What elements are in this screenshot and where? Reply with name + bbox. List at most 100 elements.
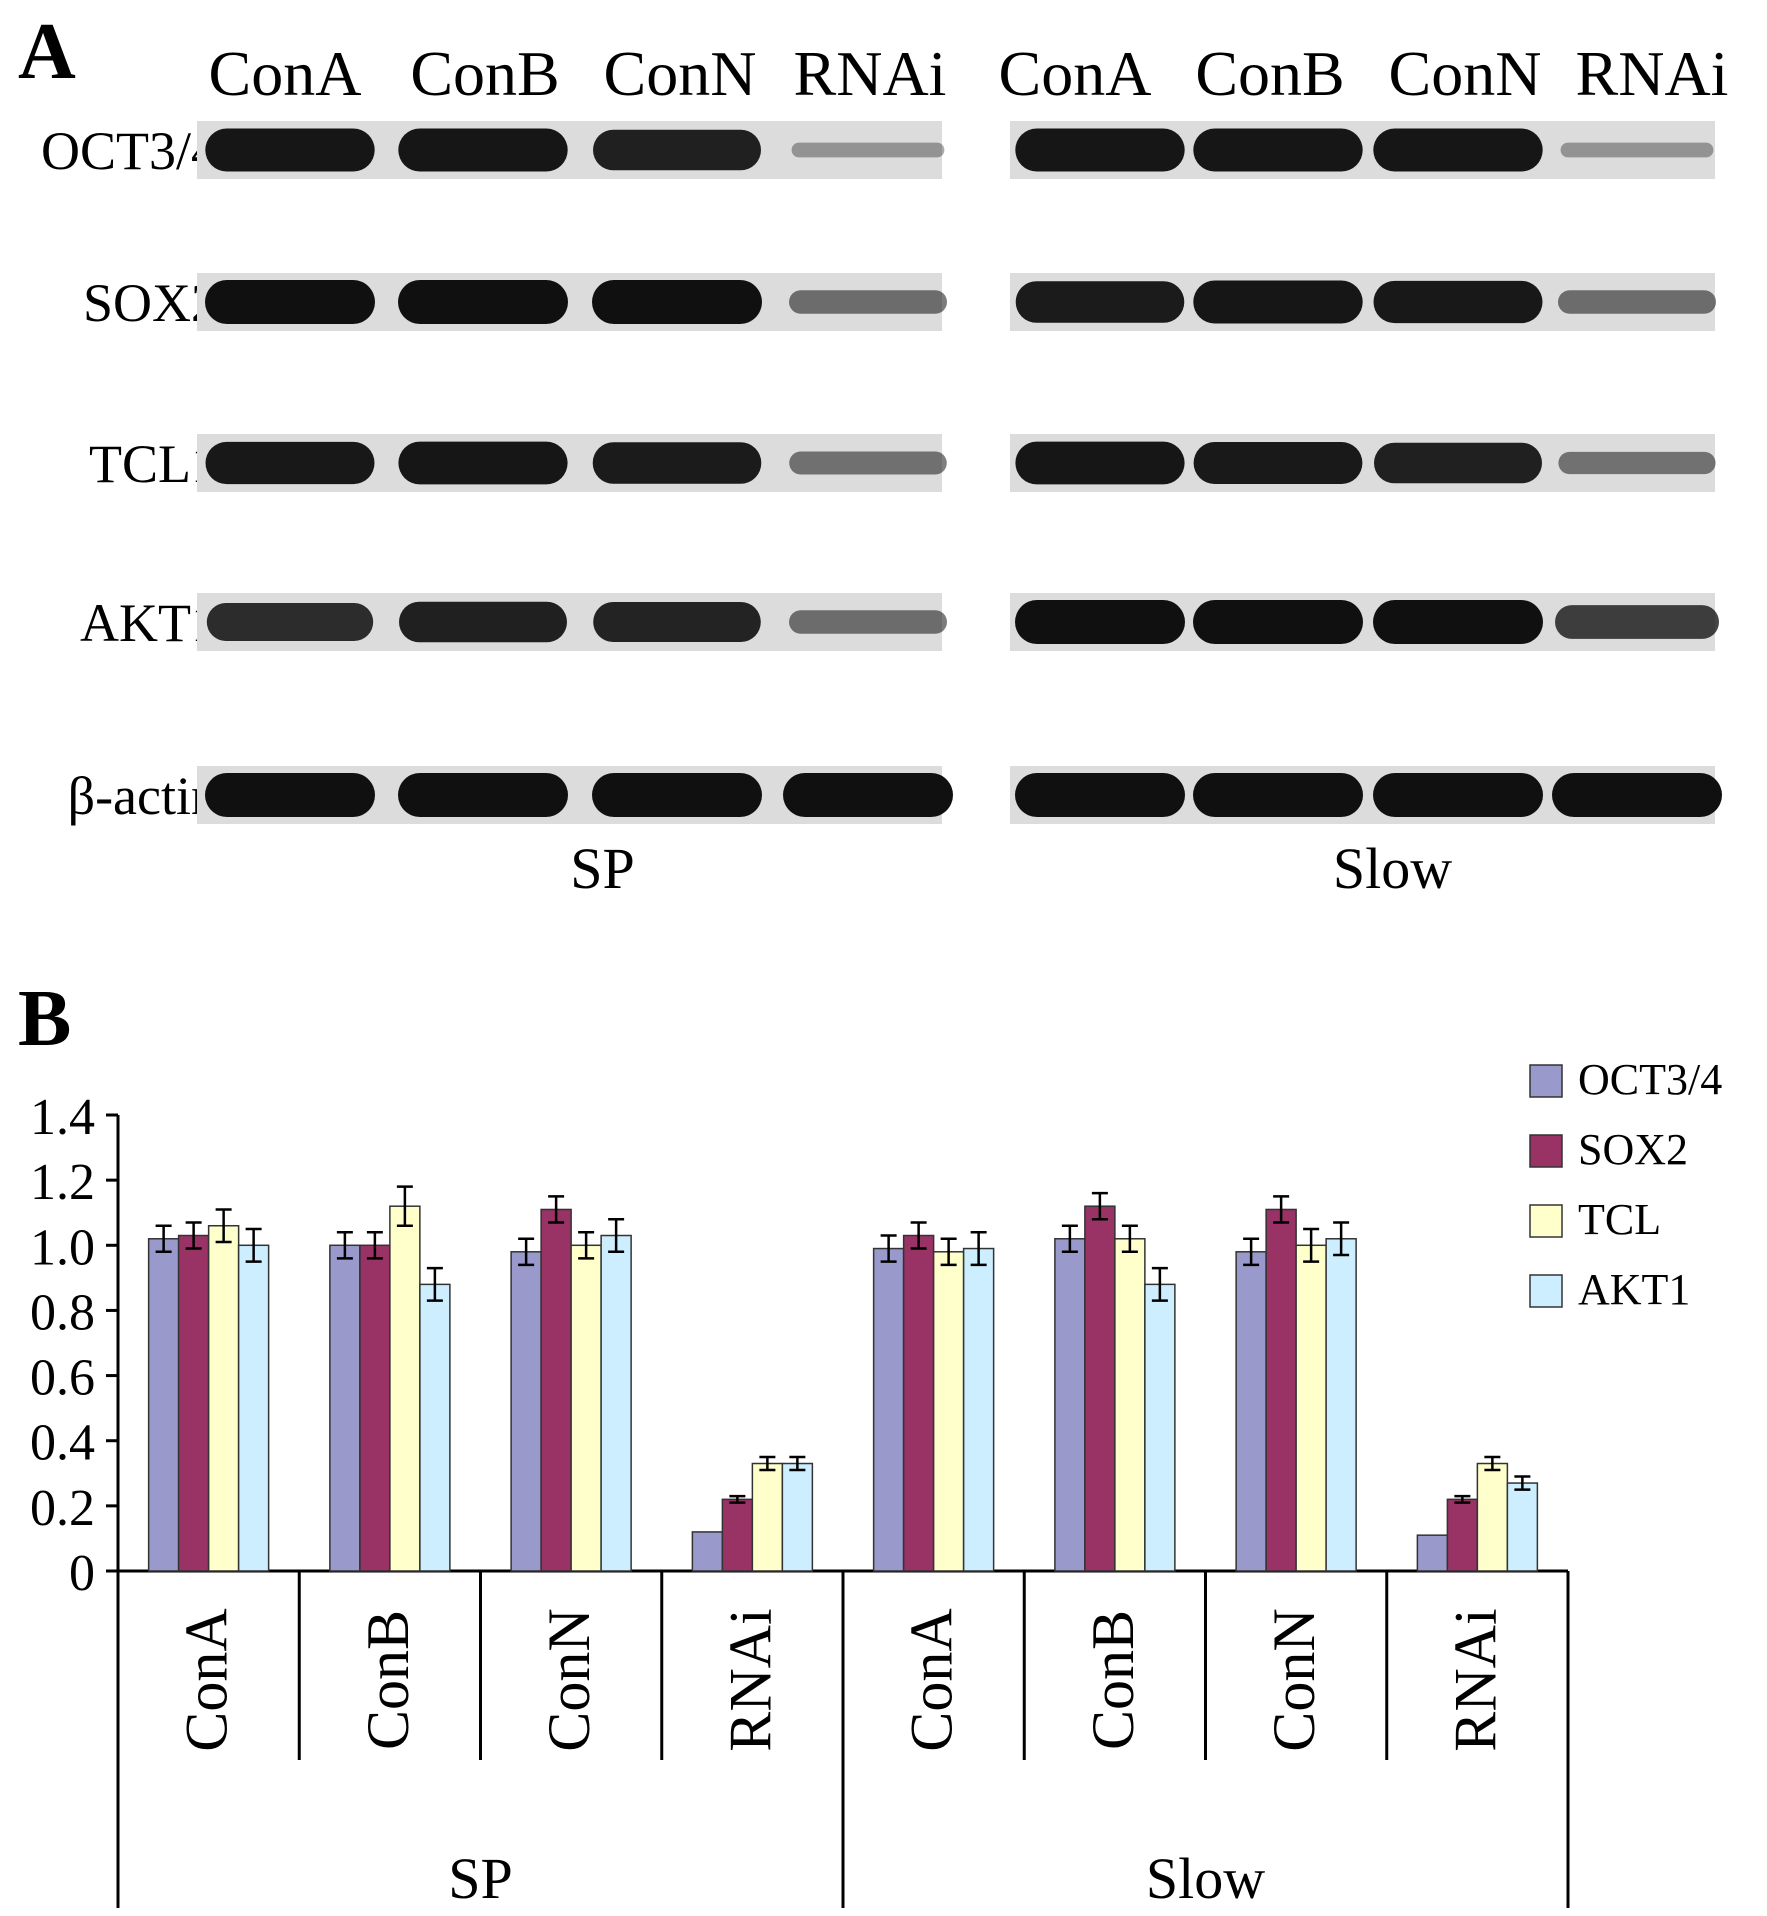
blot-lane-header-sp-conb: ConB xyxy=(410,38,559,109)
blot-band-slow-sox2-conb xyxy=(1193,280,1363,324)
error-bar-sox2-6 xyxy=(1273,1195,1290,1224)
error-bar-akt1-5 xyxy=(1151,1266,1168,1302)
blot-band-sp-akt1-conb xyxy=(399,601,567,643)
error-bar-tcl-4 xyxy=(940,1237,957,1267)
bar-sox2-rnai-7 xyxy=(1446,1498,1479,1572)
x-tick-label-rnai: RNAi xyxy=(717,1608,783,1751)
blot-band-sp-beta-actin-rnai xyxy=(783,773,953,817)
bar-oct3-4-cona-0 xyxy=(147,1238,180,1572)
bar-tcl-rnai-3 xyxy=(751,1462,784,1572)
chart-legend: OCT3/4 SOX2 TCL AKT1 xyxy=(1529,1055,1722,1314)
bar-oct3-4-rnai-7 xyxy=(1416,1534,1449,1572)
blot-band-sp-tcl1-rnai xyxy=(789,451,947,475)
x-group-label-sp: SP xyxy=(448,1846,513,1911)
blot-group-label-sp: SP xyxy=(570,836,635,901)
error-bar-oct3-4-0 xyxy=(155,1224,172,1254)
blot-band-sp-tcl1-cona xyxy=(205,441,375,485)
bar-akt1-conb-1 xyxy=(419,1283,451,1572)
y-tick-label: 0.4 xyxy=(30,1415,95,1472)
bar-tcl-rnai-7 xyxy=(1476,1462,1509,1572)
error-bar-sox2-0 xyxy=(185,1221,202,1250)
bar-sox2-conn-6 xyxy=(1265,1208,1297,1572)
bar-sox2-conn-2 xyxy=(540,1208,572,1572)
blot-band-sp-akt1-conn xyxy=(593,602,761,642)
error-bar-oct3-4-1 xyxy=(336,1231,353,1260)
bar-akt1-conn-2 xyxy=(600,1234,632,1572)
y-tick-label: 0.2 xyxy=(30,1480,95,1537)
error-bar-sox2-2 xyxy=(548,1195,565,1224)
legend-label-akt1: AKT1 xyxy=(1578,1265,1690,1314)
blot-band-slow-oct3-4-cona xyxy=(1015,128,1185,172)
x-tick-label-conn: ConN xyxy=(536,1608,602,1751)
bar-tcl-cona-4 xyxy=(932,1251,965,1572)
bar-akt1-cona-4 xyxy=(962,1247,995,1572)
bar-tcl-cona-0 xyxy=(207,1224,240,1572)
blot-lane-header-sp-conn: ConN xyxy=(604,38,757,109)
blot-band-sp-oct3-4-conb xyxy=(398,128,568,172)
x-tick-label-conb: ConB xyxy=(1080,1610,1146,1750)
legend-swatch-tcl xyxy=(1529,1204,1563,1238)
blot-band-sp-tcl1-conb xyxy=(398,441,568,485)
bar-akt1-conb-5 xyxy=(1144,1283,1176,1572)
blot-band-slow-tcl1-cona xyxy=(1015,441,1185,485)
error-bar-akt1-3 xyxy=(789,1455,806,1472)
panel-b-label: B xyxy=(18,975,71,1063)
blot-band-slow-akt1-conn xyxy=(1373,600,1543,644)
blot-lane-header-slow-conn: ConN xyxy=(1389,38,1542,109)
bar-akt1-rnai-7 xyxy=(1506,1482,1539,1572)
blot-band-sp-sox2-conn xyxy=(592,280,762,324)
error-bar-tcl-2 xyxy=(578,1231,595,1260)
bar-sox2-rnai-3 xyxy=(721,1498,754,1572)
bar-tcl-conb-5 xyxy=(1114,1238,1146,1572)
bar-sox2-cona-4 xyxy=(902,1234,935,1572)
bar-sox2-conb-1 xyxy=(359,1244,391,1572)
error-bar-sox2-1 xyxy=(366,1231,383,1260)
bar-akt1-rnai-3 xyxy=(781,1462,814,1572)
blot-band-sp-sox2-cona xyxy=(205,280,375,324)
x-tick-label-conn: ConN xyxy=(1261,1608,1327,1751)
error-bar-sox2-3 xyxy=(729,1494,746,1504)
blot-lane-header-sp-cona: ConA xyxy=(209,38,362,109)
bar-oct3-4-conn-2 xyxy=(510,1251,542,1572)
panel-a-label: A xyxy=(18,8,76,96)
bar-oct3-4-conb-1 xyxy=(329,1244,361,1572)
y-tick-label: 0.6 xyxy=(30,1350,95,1407)
blot-lane-header-slow-cona: ConA xyxy=(999,38,1152,109)
error-bar-tcl-1 xyxy=(396,1185,413,1227)
protein-label-oct3-4: OCT3/4 xyxy=(41,121,218,181)
error-bar-akt1-1 xyxy=(426,1266,443,1302)
error-bar-oct3-4-2 xyxy=(518,1237,535,1267)
error-bar-akt1-4 xyxy=(970,1231,987,1267)
error-bar-oct3-4-5 xyxy=(1061,1224,1078,1254)
blot-band-sp-beta-actin-cona xyxy=(205,773,375,817)
protein-label-sox2: SOX2 xyxy=(83,273,218,333)
bar-chart-panel: 0 0.2 0.4 0.6 0.8 1.0 1.2 1.4 ConA ConB ConN RNAi Co… xyxy=(30,1055,1722,1911)
chart-bars xyxy=(147,1185,1539,1572)
y-tick-label: 1.2 xyxy=(30,1154,95,1211)
blot-band-slow-beta-actin-conn xyxy=(1373,773,1543,817)
x-tick-label-rnai: RNAi xyxy=(1442,1608,1508,1751)
x-group-label-slow: Slow xyxy=(1146,1846,1265,1911)
y-tick-label: 0.8 xyxy=(30,1284,95,1341)
blot-band-slow-sox2-rnai xyxy=(1558,290,1716,314)
protein-label-akt1: AKT1 xyxy=(80,593,218,653)
blot-band-slow-tcl1-conn xyxy=(1374,442,1542,484)
blot-band-sp-akt1-cona xyxy=(206,603,374,641)
blot-lane-header-slow-rnai: RNAi xyxy=(1576,38,1729,109)
bar-akt1-cona-0 xyxy=(237,1244,270,1572)
chart-axes: 0 0.2 0.4 0.6 0.8 1.0 1.2 1.4 ConA ConB ConN RNAi Co… xyxy=(30,1089,1570,1911)
blot-lane-header-sp-rnai: RNAi xyxy=(794,38,947,109)
bar-tcl-conn-6 xyxy=(1295,1244,1327,1572)
blot-band-sp-beta-actin-conn xyxy=(592,773,762,817)
error-bar-akt1-6 xyxy=(1333,1221,1350,1257)
error-bar-oct3-4-6 xyxy=(1243,1237,1260,1267)
error-bar-akt1-0 xyxy=(245,1227,262,1263)
legend-label-sox2: SOX2 xyxy=(1578,1125,1688,1174)
error-bar-sox2-7 xyxy=(1454,1494,1471,1504)
error-bar-sox2-5 xyxy=(1091,1191,1108,1221)
bar-akt1-conn-6 xyxy=(1325,1238,1357,1572)
bar-tcl-conb-1 xyxy=(389,1205,421,1572)
blot-band-slow-tcl1-conb xyxy=(1193,442,1363,484)
bar-sox2-cona-0 xyxy=(177,1234,210,1572)
legend-label-tcl: TCL xyxy=(1578,1195,1661,1244)
